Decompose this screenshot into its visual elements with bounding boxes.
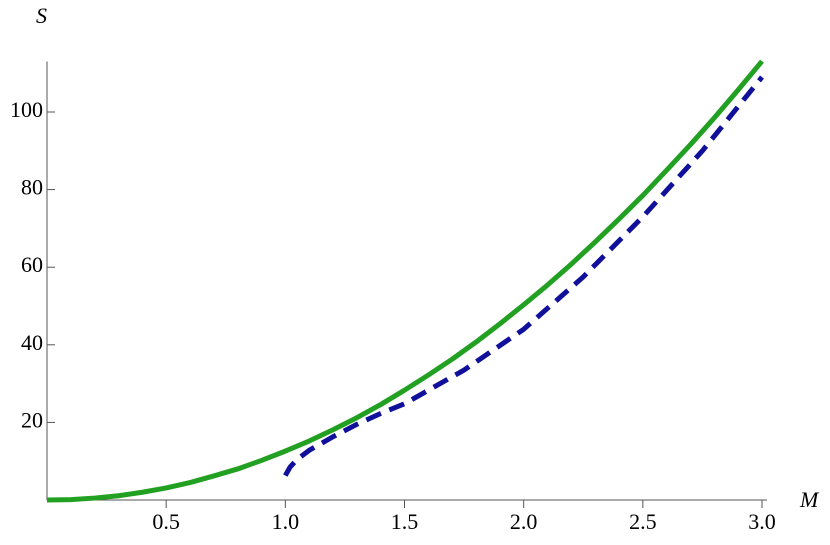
y-tick-label: 100: [10, 97, 43, 122]
x-tick-label: 2.0: [510, 509, 538, 534]
y-tick-label: 60: [21, 252, 43, 277]
x-tick-label: 1.5: [391, 509, 419, 534]
y-axis-label: S: [36, 3, 47, 28]
x-tick-label: 0.5: [152, 509, 180, 534]
y-tick-label: 80: [21, 175, 43, 200]
y-tick-label: 40: [21, 330, 43, 355]
series-line: [283, 75, 764, 477]
x-axis-label: M: [799, 487, 820, 512]
x-tick-label: 1.0: [272, 509, 300, 534]
x-tick-label: 3.0: [748, 509, 776, 534]
x-tick-label: 2.5: [629, 509, 657, 534]
series-line: [46, 59, 764, 503]
y-tick-label: 20: [21, 407, 43, 432]
